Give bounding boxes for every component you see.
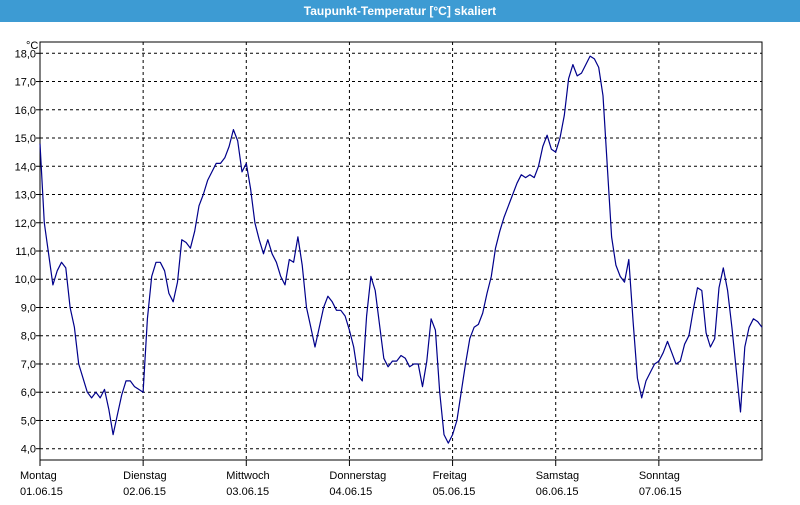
y-tick-label: 12,0 (15, 218, 36, 230)
x-day-label: Samstag (536, 470, 579, 482)
x-day-label: Mittwoch (226, 470, 269, 482)
series-line-dewpoint (39, 55, 763, 444)
y-tick-label: 18,0 (15, 48, 36, 60)
x-date-label: 01.06.15 (20, 486, 63, 498)
y-tick-label: 17,0 (15, 77, 36, 89)
x-date-label: 06.06.15 (536, 486, 579, 498)
y-tick-label: 13,0 (15, 190, 36, 202)
y-tick-label: 9,0 (21, 302, 36, 314)
x-date-label: 03.06.15 (226, 486, 269, 498)
y-tick-label: 8,0 (21, 331, 36, 343)
x-day-label: Freitag (433, 470, 467, 482)
y-tick-label: 11,0 (15, 246, 36, 258)
x-day-label: Montag (20, 470, 57, 482)
x-day-label: Dienstag (123, 470, 166, 482)
dewpoint-chart: 4,0 5,0 6,0 7,0 8,0 9,0 10,0 11,0 12,0 13,0 14,0 15… (15, 40, 763, 498)
y-tick-label: 14,0 (15, 161, 36, 173)
y-tick-label: 7,0 (21, 359, 36, 371)
x-date-label: 02.06.15 (123, 486, 166, 498)
x-day-label: Sonntag (639, 470, 680, 482)
chart-area: 4,0 5,0 6,0 7,0 8,0 9,0 10,0 11,0 12,0 13,0 14,0 15… (0, 22, 800, 500)
x-date-label: 04.06.15 (329, 486, 372, 498)
x-date-label: 05.06.15 (433, 486, 476, 498)
chart-title: Taupunkt-Temperatur [°C] skaliert (0, 0, 800, 22)
y-tick-label: 6,0 (21, 387, 36, 399)
x-date-label: 07.06.15 (639, 486, 682, 498)
y-tick-label: 5,0 (21, 415, 36, 427)
y-tick-label: 4,0 (21, 444, 36, 456)
y-tick-label: 16,0 (15, 105, 36, 117)
y-tick-label: 10,0 (15, 274, 36, 286)
y-tick-label: 15,0 (15, 133, 36, 145)
y-axis-unit: °C (26, 40, 38, 52)
x-day-label: Donnerstag (329, 470, 386, 482)
